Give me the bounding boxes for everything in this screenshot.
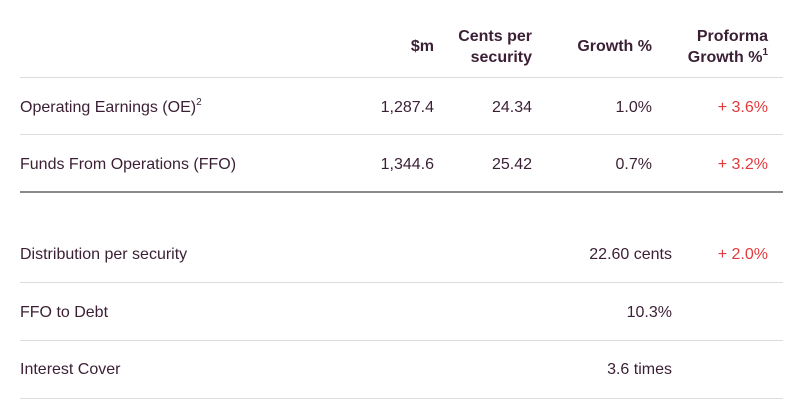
row-distribution-proforma: + 2.0% — [717, 246, 768, 263]
header-proforma-growth: Proforma Growth %1 — [660, 26, 768, 68]
row-divider — [20, 340, 783, 341]
row-oe-m: 1,287.4 — [380, 99, 434, 116]
header-cents-line1: Cents per — [458, 28, 532, 45]
header-cents-per-security: Cents per security — [430, 26, 532, 68]
row-ffo-m: 1,344.6 — [380, 156, 434, 173]
row-distribution-label: Distribution per security — [20, 246, 188, 263]
row-oe-label: Operating Earnings (OE)2 — [20, 96, 202, 116]
header-divider — [20, 77, 783, 78]
footnote-2-marker: 2 — [196, 96, 202, 108]
row-oe-proforma: + 3.6% — [717, 99, 768, 116]
section-divider — [20, 191, 783, 193]
header-proforma-line2: Growth %1 — [687, 46, 768, 66]
row-ffo-debt-label: FFO to Debt — [20, 304, 109, 321]
row-interest-cover-value: 3.6 times — [607, 361, 672, 378]
row-distribution-value: 22.60 cents — [589, 246, 672, 263]
row-ffo-cents: 25.42 — [491, 156, 532, 173]
row-ffo-label: Funds From Operations (FFO) — [20, 156, 237, 173]
row-divider — [20, 282, 783, 283]
header-growth: Growth % — [577, 38, 652, 55]
header-cents-line2: security — [470, 49, 532, 66]
row-ffo-proforma: + 3.2% — [717, 156, 768, 173]
header-m: $m — [410, 38, 434, 55]
row-interest-cover-label: Interest Cover — [20, 361, 121, 378]
table-bottom-rule — [20, 398, 783, 399]
row-divider — [20, 134, 783, 135]
row-oe-cents: 24.34 — [491, 99, 532, 116]
row-ffo-growth: 0.7% — [615, 156, 652, 173]
row-ffo-debt-value: 10.3% — [626, 304, 672, 321]
header-proforma-line1: Proforma — [696, 28, 768, 45]
row-oe-growth: 1.0% — [615, 99, 652, 116]
footnote-1-marker: 1 — [762, 46, 768, 58]
